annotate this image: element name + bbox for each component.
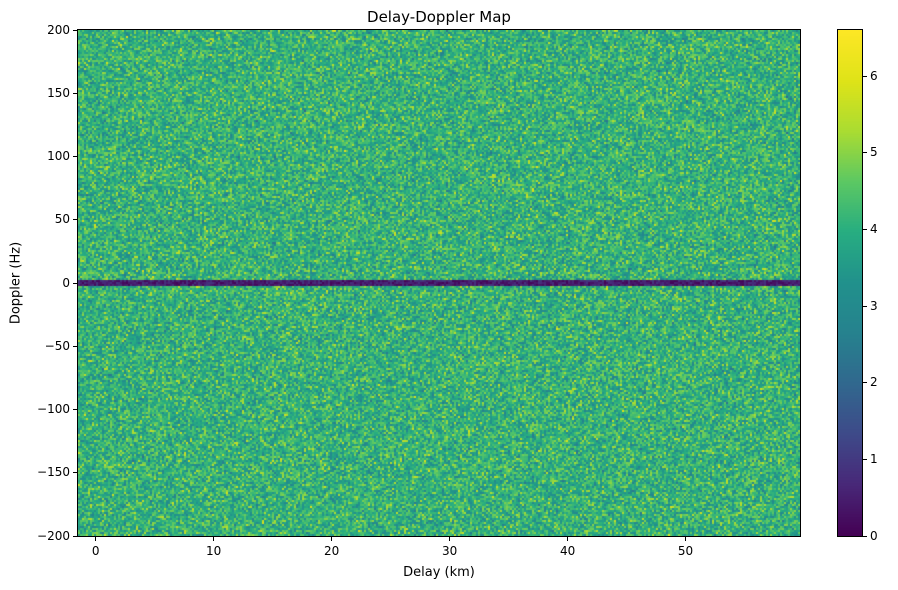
colorbar-tick-label: 0 — [870, 528, 878, 543]
colorbar-tick-label: 3 — [870, 298, 878, 313]
colorbar-tick-label: 1 — [870, 451, 878, 466]
tick-mark — [95, 537, 97, 541]
tick-mark — [73, 219, 77, 221]
colorbar-tick-label: 6 — [870, 68, 878, 83]
tick-mark — [863, 228, 867, 230]
colorbar-tick-label: 2 — [870, 375, 878, 390]
tick-mark — [73, 282, 77, 284]
colorbar-tick-label: 5 — [870, 145, 878, 160]
plot-area — [77, 29, 801, 537]
x-tick-label: 50 — [677, 544, 694, 558]
x-axis-label: Delay (km) — [403, 565, 475, 580]
x-tick-label: 10 — [206, 544, 222, 558]
tick-mark — [73, 92, 77, 94]
x-tick-label: 0 — [91, 544, 100, 558]
tick-mark — [73, 345, 77, 347]
x-tick-label: 40 — [559, 544, 576, 558]
tick-mark — [449, 537, 451, 541]
tick-mark — [73, 29, 77, 31]
tick-mark — [331, 537, 333, 541]
y-tick-label: 100 — [47, 149, 70, 163]
y-tick-label: 200 — [47, 22, 70, 37]
colorbar-canvas — [837, 29, 863, 537]
y-tick-label: 50 — [54, 212, 70, 227]
y-tick-label: −50 — [44, 338, 70, 353]
y-tick-label: 150 — [47, 85, 70, 100]
x-tick-label: 20 — [324, 544, 340, 558]
y-tick-label: −100 — [37, 402, 70, 416]
tick-mark — [73, 156, 77, 157]
tick-mark — [863, 75, 867, 77]
colorbar — [837, 29, 863, 537]
tick-mark — [863, 535, 867, 537]
tick-mark — [73, 472, 77, 474]
tick-mark — [73, 409, 77, 410]
y-tick-label: −150 — [37, 465, 70, 480]
tick-mark — [863, 458, 867, 460]
colorbar-tick-label: 4 — [870, 221, 878, 236]
x-tick-label: 30 — [441, 544, 458, 558]
tick-mark — [213, 537, 215, 541]
tick-mark — [863, 305, 867, 307]
tick-mark — [863, 382, 867, 384]
tick-mark — [685, 537, 687, 541]
y-axis-label: Doppler (Hz) — [8, 241, 24, 325]
tick-mark — [73, 535, 77, 537]
y-tick-label: −200 — [37, 528, 70, 543]
tick-mark — [567, 537, 569, 541]
chart-title: Delay-Doppler Map — [367, 8, 511, 26]
tick-mark — [863, 152, 867, 154]
heatmap-canvas — [77, 29, 801, 537]
y-tick-label: 0 — [62, 275, 70, 290]
